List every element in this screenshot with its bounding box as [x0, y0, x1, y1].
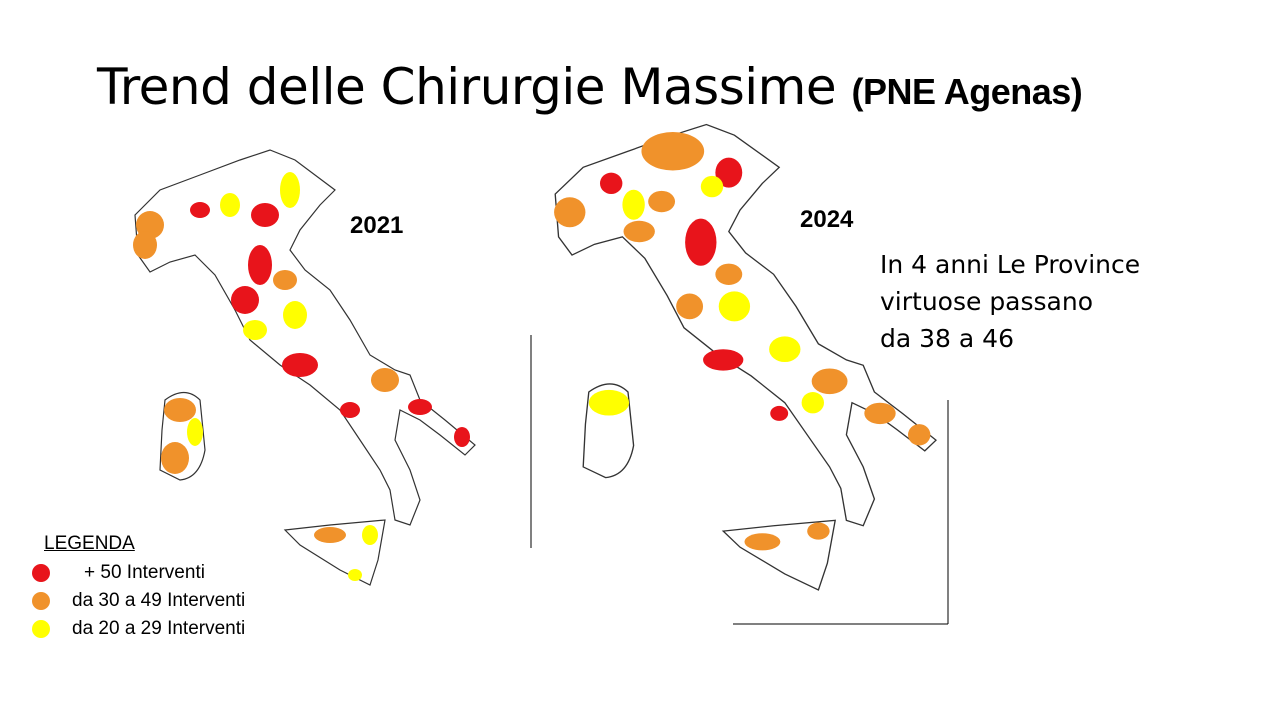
note-line: In 4 anni Le Province — [880, 250, 1141, 279]
note-line: virtuose passano — [880, 287, 1094, 316]
legend-swatch — [32, 620, 50, 638]
legend-dot — [32, 592, 50, 610]
slide-title: Trend delle Chirurgie Massime (PNE Agena… — [97, 58, 1083, 116]
legend-item: da 30 a 49 Interventi — [30, 587, 245, 615]
title-main: Trend delle Chirurgie Massime — [97, 58, 837, 116]
map-2021 — [133, 149, 476, 586]
legend-swatch — [32, 564, 50, 582]
map-2024 — [554, 123, 937, 591]
legend: LEGENDA + 50 Interventi da 30 a 49 Interv… — [30, 533, 245, 643]
legend-item: + 50 Interventi — [30, 559, 245, 587]
legend-title: LEGENDA — [44, 533, 135, 554]
legend-swatch — [32, 592, 50, 610]
legend-label: da 30 a 49 Interventi — [72, 590, 246, 611]
note-line: da 38 a 46 — [880, 324, 1014, 353]
legend-label: + 50 Interventi — [84, 562, 205, 583]
title-source: (PNE Agenas) — [851, 71, 1083, 112]
legend-label: da 20 a 29 Interventi — [72, 618, 246, 639]
year-label: 2021 — [350, 212, 404, 239]
legend-dot — [32, 620, 50, 638]
year-label: 2024 — [800, 206, 854, 233]
legend-dot — [32, 564, 50, 582]
legend-item: da 20 a 29 Interventi — [30, 615, 245, 643]
note: In 4 anni Le Province virtuose passano d… — [880, 246, 1140, 357]
